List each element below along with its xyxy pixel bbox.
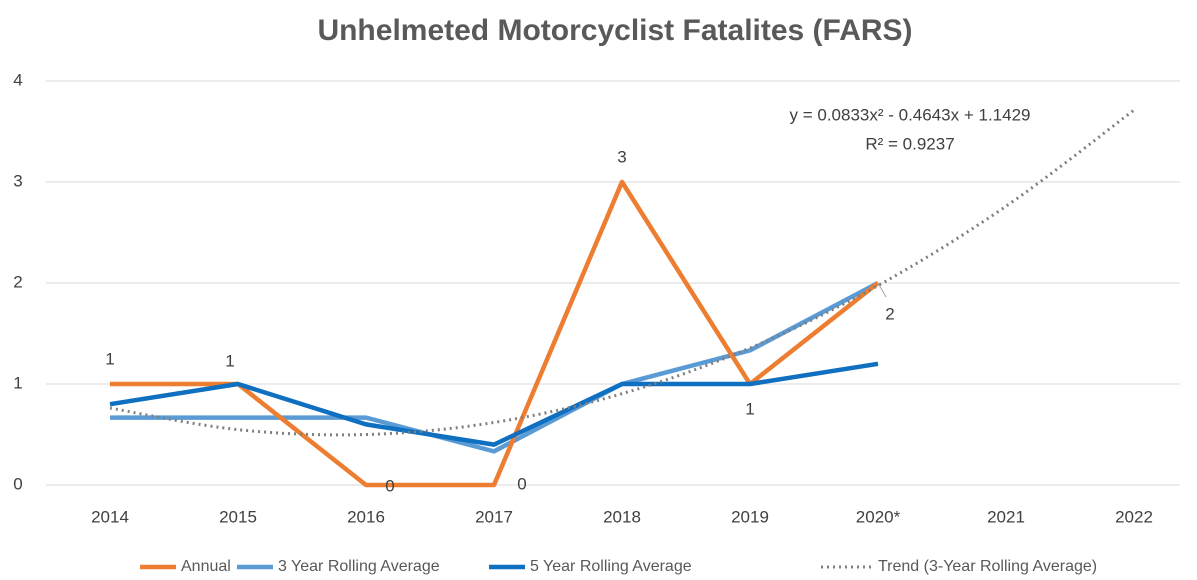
data-label: 1: [745, 399, 754, 418]
leader-line: [877, 282, 887, 298]
legend-label: Trend (3-Year Rolling Average): [878, 558, 1097, 575]
y-tick-label: 2: [13, 272, 22, 291]
series-line: [110, 281, 880, 454]
x-tick-label: 2018: [603, 507, 641, 526]
trend-equation: y = 0.0833x² - 0.4643x + 1.1429: [789, 105, 1030, 124]
data-label: 0: [385, 476, 394, 495]
data-label: 1: [225, 351, 234, 370]
x-tick-label: 2020*: [856, 507, 901, 526]
series-line: [110, 179, 880, 488]
x-tick-label: 2017: [475, 507, 513, 526]
y-tick-label: 0: [13, 474, 22, 493]
data-label: 3: [617, 147, 626, 166]
trend-r-squared: R² = 0.9237: [865, 134, 954, 153]
data-label: 1: [105, 349, 114, 368]
data-label: 0: [517, 474, 526, 493]
y-tick-label: 4: [13, 70, 22, 89]
series-line: [109, 361, 879, 447]
y-tick-label: 1: [13, 373, 22, 392]
x-tick-label: 2019: [731, 507, 769, 526]
y-tick-label: 3: [13, 171, 22, 190]
legend-label: Annual: [181, 558, 231, 575]
x-tick-label: 2015: [219, 507, 257, 526]
x-tick-label: 2014: [91, 507, 129, 526]
x-tick-label: 2022: [1115, 507, 1153, 526]
data-label: 2: [885, 304, 894, 323]
legend-label: 3 Year Rolling Average: [278, 558, 440, 575]
x-tick-label: 2021: [987, 507, 1025, 526]
chart-title: Unhelmeted Motorcyclist Fatalites (FARS): [317, 14, 912, 47]
legend-label: 5 Year Rolling Average: [530, 558, 692, 575]
x-tick-label: 2016: [347, 507, 385, 526]
